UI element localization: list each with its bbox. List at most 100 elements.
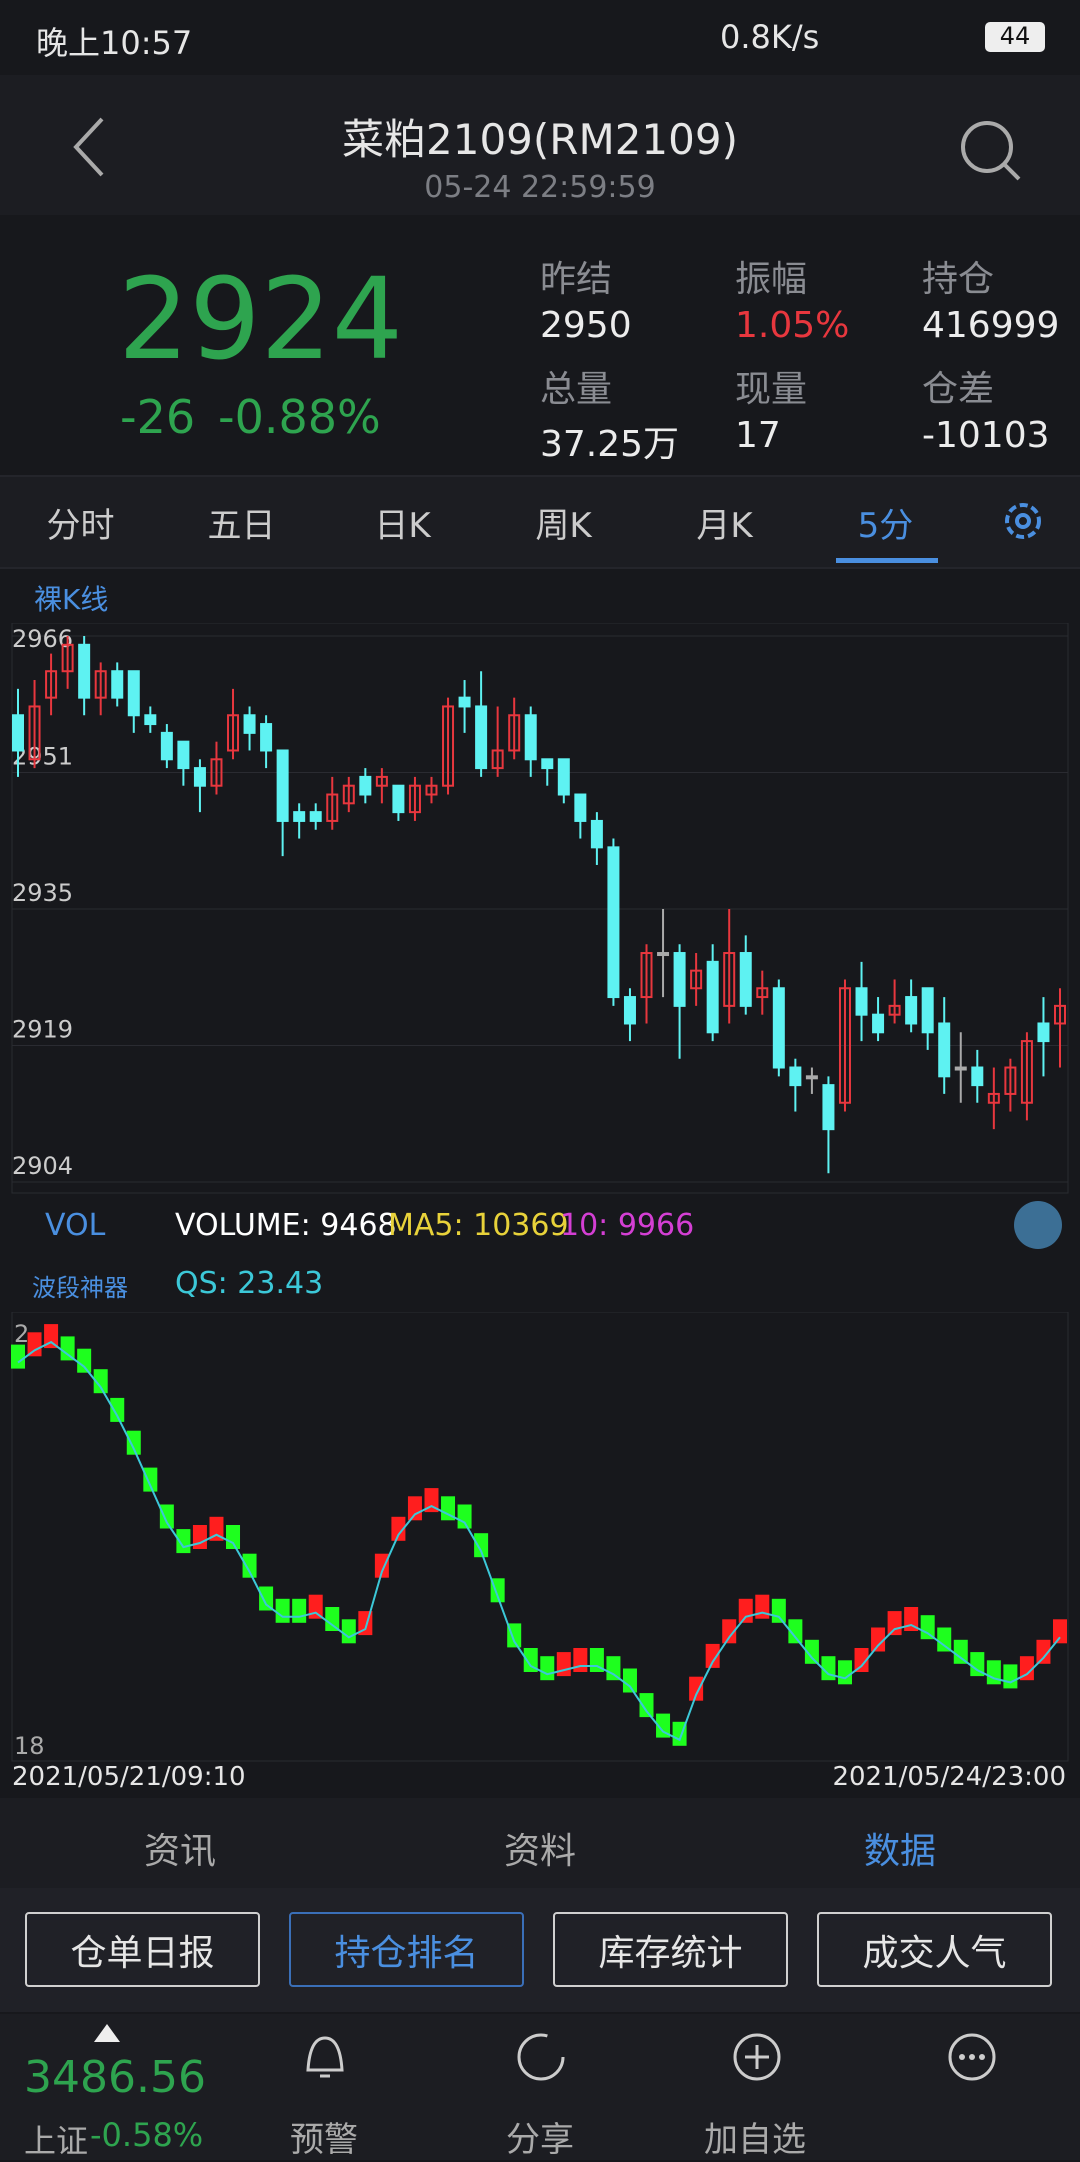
candle-body	[640, 952, 653, 999]
qs-block	[705, 1643, 720, 1668]
nav-label[interactable]: 分享	[506, 2120, 574, 2160]
candle-body	[921, 987, 934, 1034]
share-icon[interactable]	[514, 2030, 568, 2084]
kline-label[interactable]: 裸K线	[34, 583, 109, 616]
candle-body	[805, 1075, 818, 1080]
qs-block	[771, 1598, 786, 1623]
qs-bottom-label: 18	[14, 1732, 45, 1760]
candle-body	[94, 670, 107, 699]
qs-value: QS: 23.43	[175, 1266, 324, 1301]
period-tab[interactable]: 月K	[696, 506, 753, 546]
candle-body	[392, 784, 405, 814]
candle-body	[872, 1013, 885, 1034]
nav-label[interactable]: 加自选	[704, 2120, 806, 2160]
candle-body	[227, 714, 240, 752]
qs-block	[226, 1525, 241, 1549]
candle-body	[359, 775, 372, 796]
candle-body	[954, 1066, 967, 1071]
candle-body	[938, 1022, 951, 1078]
qs-block	[374, 1553, 389, 1578]
tab-bar	[0, 475, 1080, 569]
candle-body	[243, 714, 256, 734]
period-tab[interactable]: 五日	[207, 506, 276, 546]
tab-underline	[836, 558, 938, 563]
stat-value: 1.05%	[735, 305, 850, 346]
report-button[interactable]: 持仓排名	[289, 1912, 524, 1987]
report-button[interactable]: 库存统计	[553, 1912, 788, 1987]
index-value[interactable]: 3486.56	[24, 2052, 206, 2103]
stat-label: 现量	[735, 369, 808, 410]
candle-body	[425, 784, 438, 796]
settings-button[interactable]	[998, 496, 1048, 546]
candle-body	[61, 643, 74, 673]
info-tab[interactable]: 资料	[503, 1831, 576, 1872]
candle-body	[442, 705, 455, 787]
qs-block	[11, 1344, 25, 1369]
qs-block	[556, 1652, 571, 1677]
candle-body	[706, 960, 719, 1034]
candle-body	[673, 952, 686, 1007]
qs-block	[639, 1693, 654, 1718]
qs-block	[44, 1324, 59, 1349]
title: 菜粕2109(RM2109)	[342, 115, 738, 164]
candle-body	[210, 758, 223, 787]
qs-chart	[11, 1312, 1069, 1762]
qs-block	[920, 1615, 935, 1640]
candle-body	[524, 714, 537, 761]
qs-block	[341, 1619, 356, 1644]
candle-body	[276, 749, 289, 822]
candle-body	[475, 705, 488, 770]
vol-ma10: 10: 9966	[560, 1208, 695, 1243]
qs-block	[457, 1504, 472, 1529]
info-tab[interactable]: 数据	[863, 1831, 936, 1872]
qs-block	[1053, 1619, 1067, 1644]
qs-block	[292, 1598, 307, 1623]
header	[0, 75, 1080, 215]
back-button[interactable]	[70, 115, 110, 179]
candle-body	[772, 987, 785, 1069]
qs-block	[110, 1397, 125, 1422]
period-tab[interactable]: 日K	[374, 506, 431, 546]
alert-icon[interactable]	[300, 2030, 350, 2084]
plot-frame	[11, 1312, 1069, 1762]
vol-label[interactable]: VOL	[45, 1208, 106, 1243]
add-icon[interactable]	[730, 2030, 784, 2084]
info-tab[interactable]: 资讯	[143, 1831, 216, 1872]
qs-block	[887, 1611, 902, 1636]
stat-value: -10103	[922, 415, 1050, 456]
stat-label: 持仓	[922, 259, 995, 300]
change-percent: -0.88%	[218, 390, 381, 444]
qs-block	[424, 1488, 439, 1513]
candle-body	[855, 987, 868, 1016]
period-tab[interactable]: 5分	[857, 506, 914, 546]
search-button[interactable]	[955, 115, 1025, 185]
candle-body	[309, 811, 322, 822]
qs-label[interactable]: 波段神器	[32, 1274, 128, 1302]
report-button[interactable]: 仓单日报	[25, 1912, 260, 1987]
qs-block	[689, 1676, 704, 1701]
candle-body	[574, 793, 587, 822]
candle-body	[822, 1084, 835, 1131]
period-tab[interactable]: 分时	[46, 506, 115, 546]
candle-body	[1054, 1004, 1066, 1025]
more-icon[interactable]	[945, 2030, 999, 2084]
candle-body	[987, 1092, 1000, 1104]
qs-block	[407, 1496, 422, 1521]
up-arrow	[94, 2024, 120, 2042]
x-start: 2021/05/21/09:10	[12, 1762, 246, 1792]
qs-block	[391, 1516, 406, 1541]
expand-button[interactable]	[1014, 1201, 1062, 1249]
qs-block	[474, 1533, 489, 1558]
qs-block	[953, 1639, 968, 1664]
nav-label[interactable]: 预警	[290, 2120, 358, 2160]
qs-block	[441, 1496, 456, 1521]
price: 2924	[118, 255, 404, 385]
datetime: 05-24 22:59:59	[424, 170, 656, 205]
candle-body	[1020, 1040, 1033, 1104]
candle-body	[623, 996, 636, 1025]
report-button[interactable]: 成交人气	[817, 1912, 1052, 1987]
qs-block	[622, 1668, 637, 1693]
stat-value: 37.25万	[540, 424, 680, 465]
period-tab[interactable]: 周K	[535, 506, 592, 546]
candle-body	[590, 819, 603, 849]
